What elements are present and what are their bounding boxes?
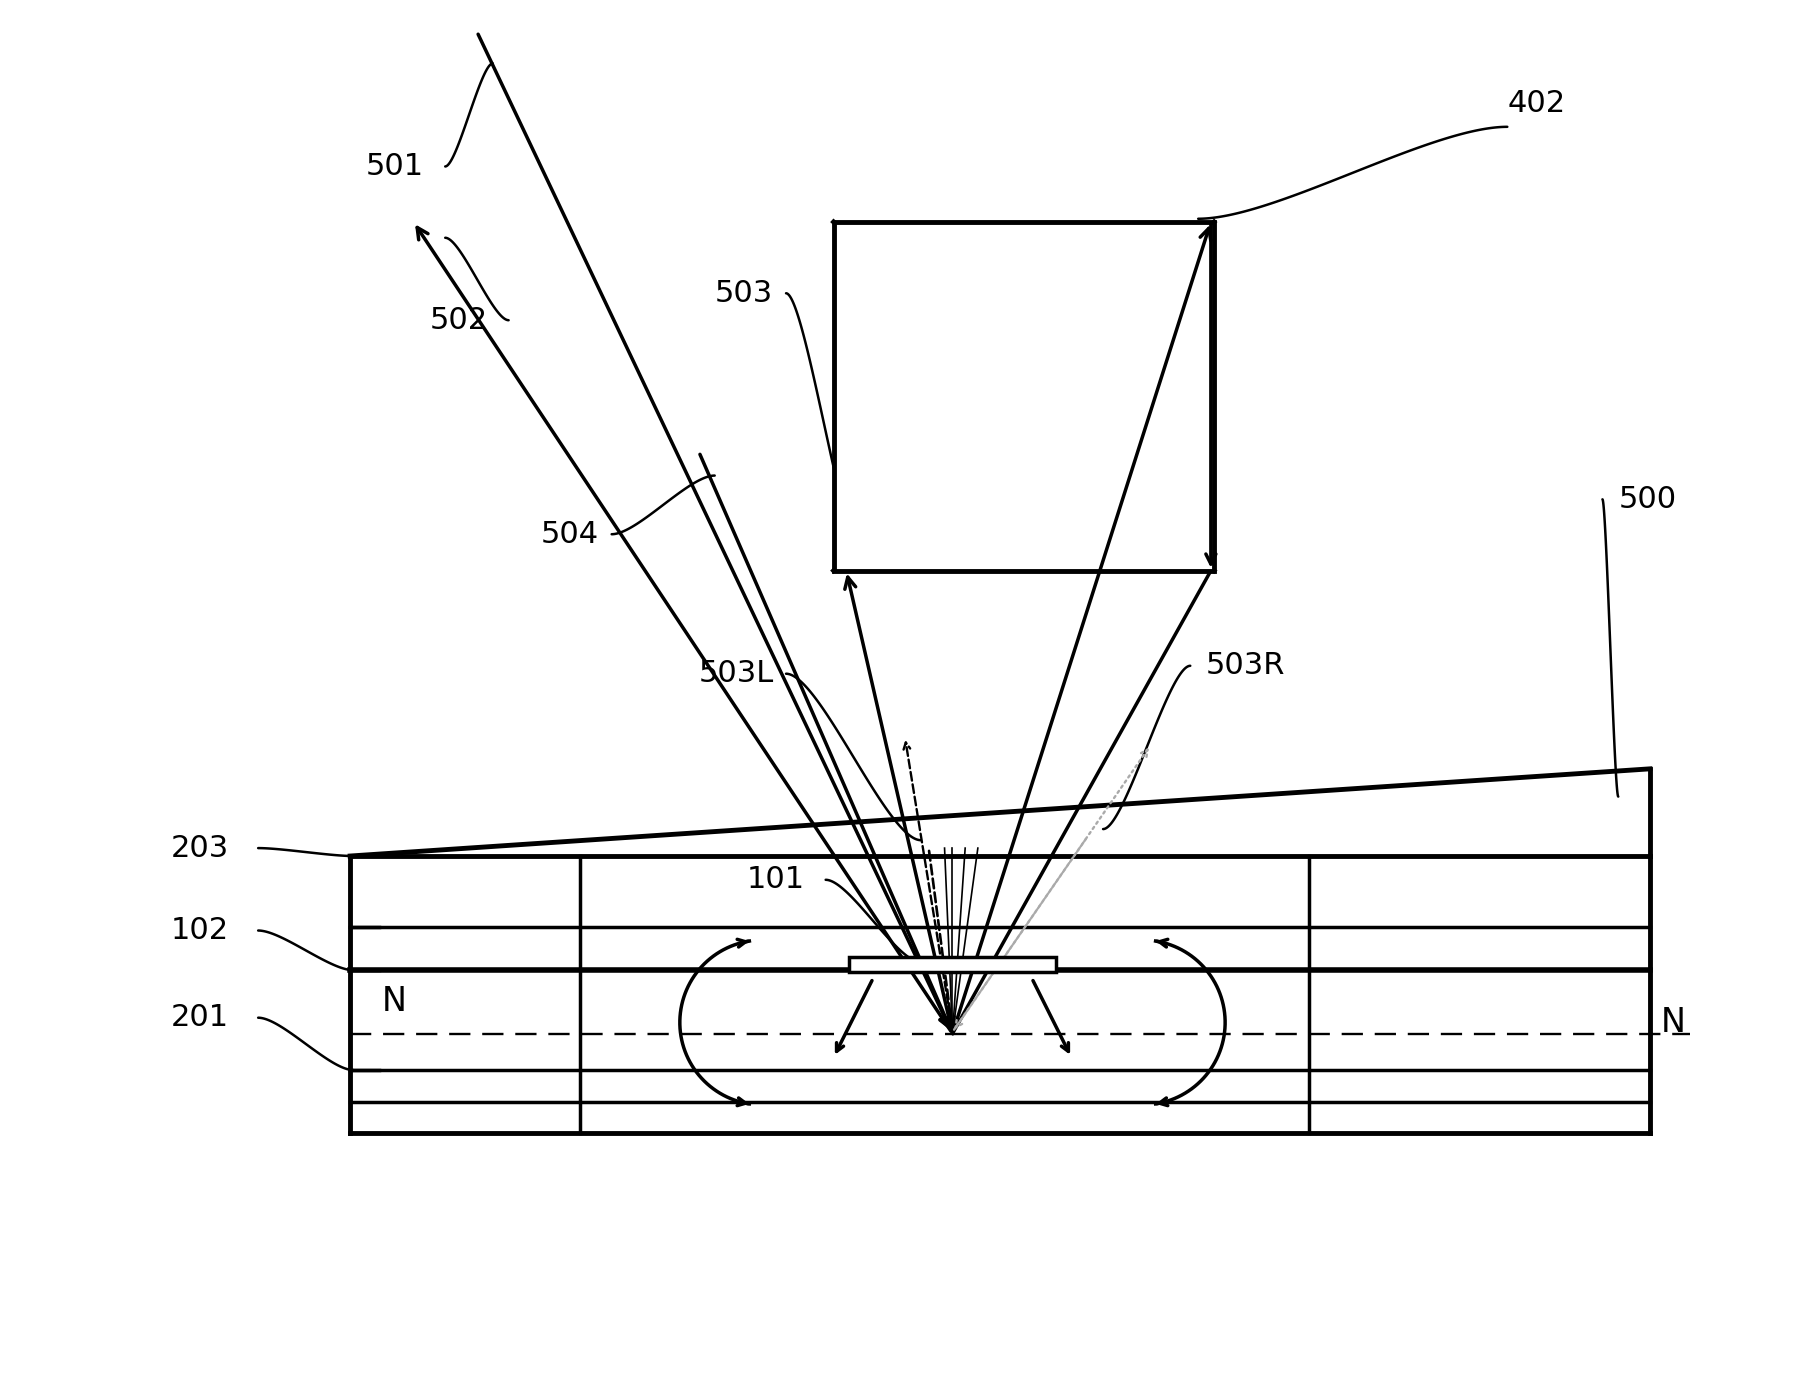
Text: 503L: 503L [700, 660, 773, 688]
Text: 101: 101 [746, 865, 804, 894]
Text: N: N [382, 985, 407, 1018]
Text: 500: 500 [1618, 485, 1676, 513]
Text: N: N [1661, 1006, 1686, 1039]
Text: 203: 203 [170, 834, 230, 862]
Bar [849, 957, 1055, 972]
Text: 504: 504 [540, 520, 599, 548]
Text: 501: 501 [366, 152, 423, 181]
Text: 503: 503 [714, 279, 773, 308]
Text: 102: 102 [170, 917, 230, 944]
Bar [834, 222, 1215, 571]
Text: 201: 201 [170, 1003, 230, 1032]
Text: 503R: 503R [1206, 651, 1286, 681]
Text: 502: 502 [429, 306, 488, 335]
Text: 402: 402 [1507, 88, 1566, 117]
